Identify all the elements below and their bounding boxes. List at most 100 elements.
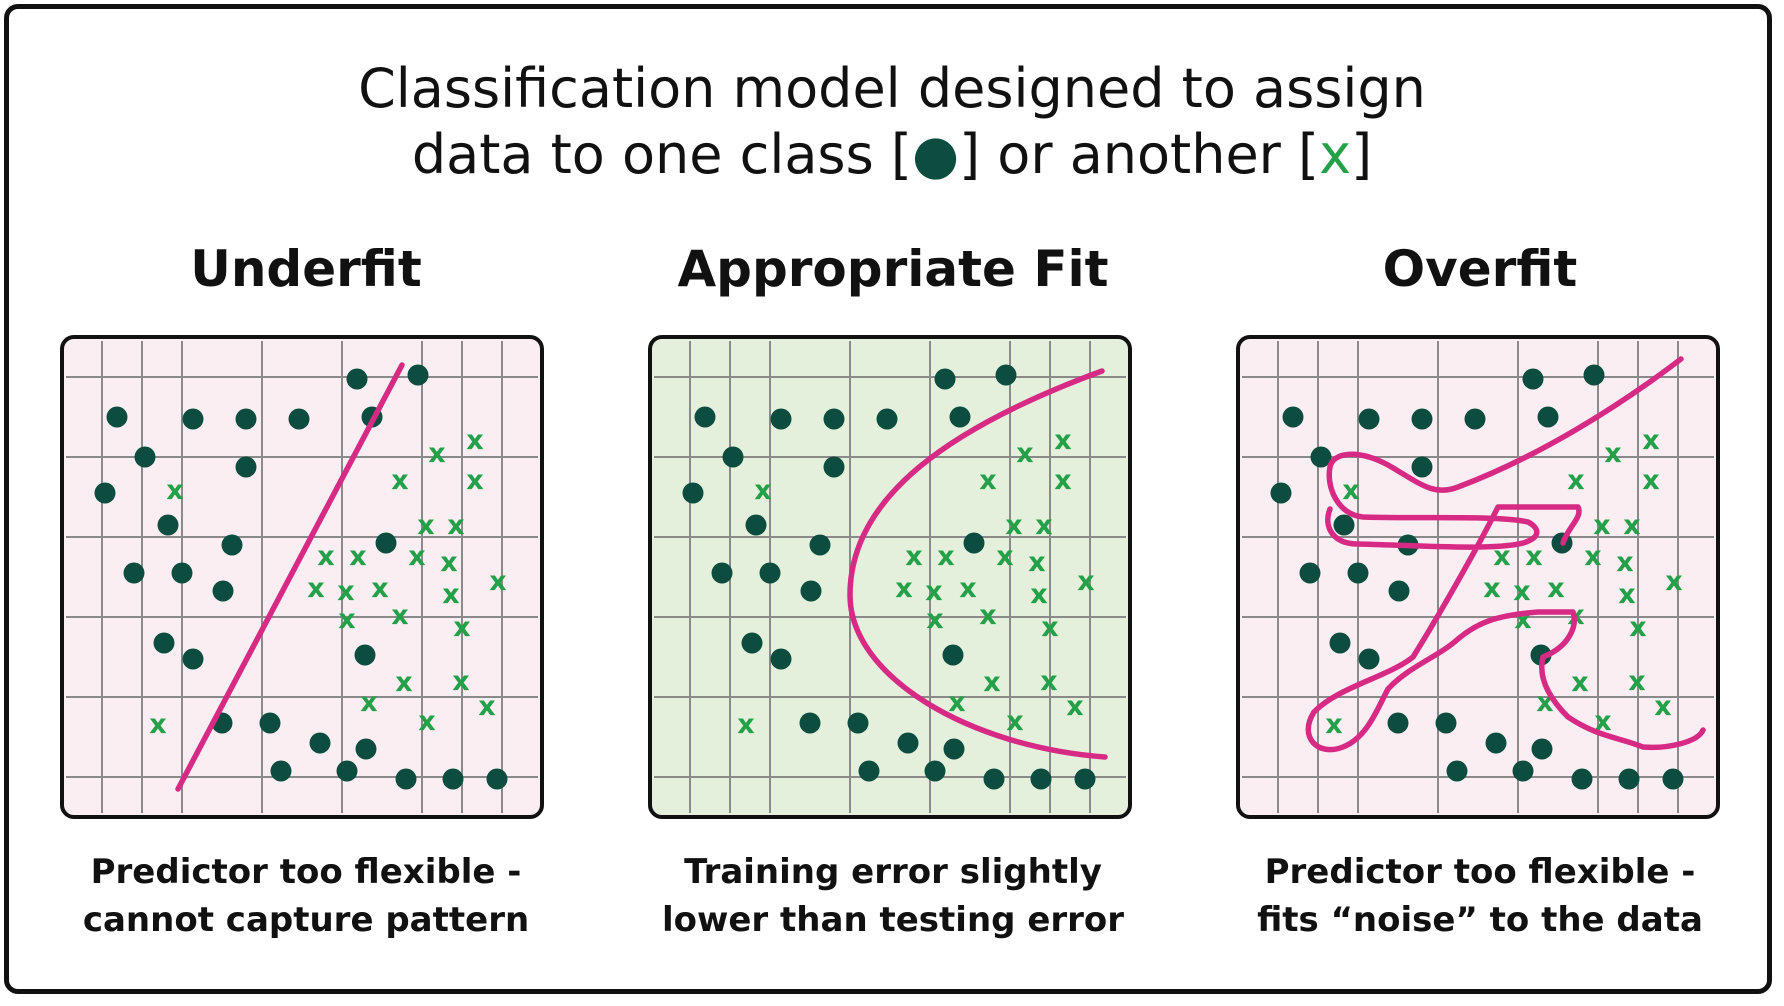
overfit-class-dot-point	[1571, 768, 1593, 790]
underfit-class-dot-point	[182, 408, 204, 430]
underfit-class-dot-point	[442, 768, 464, 790]
overfit-class-x-point: x	[1629, 612, 1646, 643]
appropriate-class-dot-point	[823, 456, 845, 478]
overfit-class-x-point: x	[1571, 667, 1588, 698]
underfit-class-x-point: x	[149, 709, 166, 740]
underfit-class-x-point: x	[391, 465, 408, 496]
appropriate-class-dot-point	[823, 408, 845, 430]
appropriate-class-dot-point	[741, 632, 763, 654]
overfit-class-dot-point	[1299, 562, 1321, 584]
underfit-class-x-point: x	[408, 541, 425, 572]
appropriate-class-x-point: x	[996, 541, 1013, 572]
appropriate-class-x-point: x	[1054, 425, 1071, 456]
underfit-class-dot-point	[235, 408, 257, 430]
overfit-class-dot-point	[1388, 580, 1410, 602]
overfit-class-x-point: x	[1618, 579, 1635, 610]
underfit-class-dot-point	[106, 406, 128, 428]
underfit-decision-boundary	[175, 362, 405, 792]
appropriate-class-dot-point	[682, 482, 704, 504]
appropriate-class-x-point: x	[937, 541, 954, 572]
underfit-class-dot-point	[395, 768, 417, 790]
underfit-class-dot-point	[309, 732, 331, 754]
overfit-class-x-point: x	[1513, 576, 1530, 607]
appropriate-class-dot-point	[759, 562, 781, 584]
appropriate-class-x-point: x	[979, 600, 996, 631]
underfit-caption-line-1: Predictor too flexible -	[90, 852, 522, 892]
appropriate-fit-caption-line-1: Training error slightly	[684, 852, 1102, 892]
underfit-class-dot-point	[235, 456, 257, 478]
underfit-class-x-point: x	[395, 667, 412, 698]
overfit-class-x-point: x	[1342, 475, 1359, 506]
underfit-class-x-point: x	[418, 706, 435, 737]
appropriate-class-dot-point	[1074, 768, 1096, 790]
overfit-class-dot-point	[1485, 732, 1507, 754]
title-line-2-start: data to one class [	[411, 123, 912, 186]
underfit-title: Underfit	[190, 240, 422, 298]
underfit-class-dot-point	[94, 482, 116, 504]
appropriate-class-dot-point	[799, 712, 821, 734]
underfit-class-x-point: x	[466, 465, 483, 496]
underfit-plot: xxx xxx xx x x xx x x x xx x xx xxx xx	[60, 335, 544, 819]
appropriate-class-dot-point	[963, 532, 985, 554]
appropriate-class-dot-point	[876, 408, 898, 430]
appropriate-class-dot-point	[745, 514, 767, 536]
overfit-class-dot-point	[1464, 408, 1486, 430]
overfit-class-dot-point	[1537, 406, 1559, 428]
underfit-class-dot-point	[354, 644, 376, 666]
overfit-class-x-point: x	[1567, 465, 1584, 496]
overfit-class-dot-point	[1522, 368, 1544, 390]
appropriate-class-dot-point	[800, 580, 822, 602]
appropriate-class-x-point: x	[1040, 666, 1057, 697]
underfit-class-dot-point	[182, 648, 204, 670]
appropriate-class-dot-point	[897, 732, 919, 754]
overfit-class-dot-point	[1583, 364, 1605, 386]
overfit-class-dot-point	[1347, 562, 1369, 584]
overfit-class-dot-point	[1358, 408, 1380, 430]
overfit-caption: Predictor too flexible - fits “noise” to…	[1200, 848, 1760, 944]
appropriate-class-x-point: x	[983, 667, 1000, 698]
figure-title: Classification model designed to assign …	[0, 56, 1784, 188]
underfit-class-dot-point	[486, 768, 508, 790]
overfit-class-dot-point	[1329, 632, 1351, 654]
underfit-class-x-point: x	[428, 438, 445, 469]
underfit-class-dot-point	[259, 712, 281, 734]
underfit-plot-border	[60, 335, 544, 819]
appropriate-class-x-point: x	[926, 604, 943, 635]
overfit-class-dot-point	[1333, 514, 1355, 536]
overfit-title: Overfit	[1382, 240, 1578, 298]
overfit-class-x-point: x	[1604, 438, 1621, 469]
underfit-class-dot-point	[221, 534, 243, 556]
appropriate-class-x-point: x	[1041, 612, 1058, 643]
underfit-class-x-point: x	[453, 612, 470, 643]
appropriate-class-x-point: x	[1066, 691, 1083, 722]
underfit-caption: Predictor too flexible - cannot capture …	[26, 848, 586, 944]
appropriate-fit-caption-line-2: lower than testing error	[661, 900, 1125, 940]
overfit-class-dot-point	[1531, 738, 1553, 760]
overfit-class-dot-point	[1435, 712, 1457, 734]
appropriate-class-dot-point	[711, 562, 733, 584]
underfit-caption-line-2: cannot capture pattern	[82, 900, 530, 940]
overfit-class-dot-point	[1358, 648, 1380, 670]
appropriate-class-dot-point	[924, 760, 946, 782]
appropriate-class-dot-point	[934, 368, 956, 390]
overfit-caption-line-1: Predictor too flexible -	[1264, 852, 1696, 892]
underfit-class-x-point: x	[360, 687, 377, 718]
underfit-class-dot-point	[346, 368, 368, 390]
overfit-class-x-point: x	[1325, 709, 1342, 740]
underfit-class-dot-point	[123, 562, 145, 584]
appropriate-class-x-point: x	[1016, 438, 1033, 469]
appropriate-class-x-point: x	[1054, 465, 1071, 496]
underfit-class-x-point: x	[337, 576, 354, 607]
underfit-class-x-point: x	[317, 541, 334, 572]
underfit-class-dot-point	[212, 580, 234, 602]
appropriate-class-dot-point	[943, 738, 965, 760]
overfit-class-x-point: x	[1628, 666, 1645, 697]
underfit-class-x-point: x	[349, 541, 366, 572]
appropriate-class-dot-point	[942, 644, 964, 666]
appropriate-class-dot-point	[949, 406, 971, 428]
appropriate-fit-caption: Training error slightly lower than testi…	[613, 848, 1173, 944]
underfit-class-x-point: x	[417, 510, 434, 541]
overfit-class-dot-point	[1310, 446, 1332, 468]
underfit-class-dot-point	[355, 738, 377, 760]
